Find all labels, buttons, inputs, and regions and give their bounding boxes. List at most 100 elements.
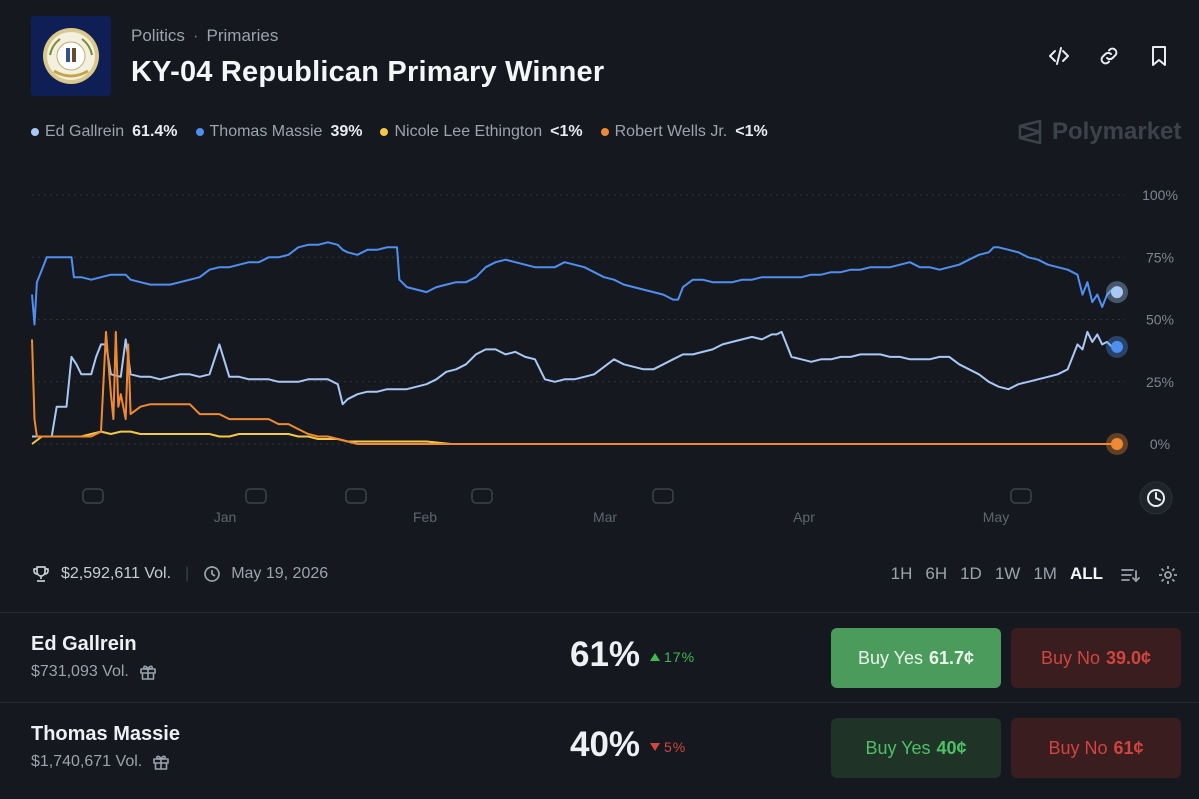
outcome-volume-value: $731,093 Vol. [31, 663, 129, 680]
x-tick-label: Jan [214, 509, 237, 525]
breadcrumb: Politics · Primaries [131, 26, 278, 46]
outcome-change-value: 5% [664, 739, 687, 755]
legend-item-ed-gallrein: Ed Gallrein 61.4% [31, 123, 178, 141]
buy-yes-button[interactable]: Buy Yes 40¢ [831, 718, 1001, 778]
y-tick-label: 0% [1150, 436, 1170, 452]
embed-icon[interactable] [1047, 44, 1071, 68]
buy-no-button[interactable]: Buy No 61¢ [1011, 718, 1181, 778]
chart-legend: Ed Gallrein 61.4% Thomas Massie 39% Nico… [31, 123, 768, 141]
y-tick-label: 100% [1142, 187, 1178, 203]
x-tick-label: May [983, 509, 1009, 525]
brand-name: Polymarket [1052, 118, 1182, 145]
legend-value: 61.4% [132, 123, 178, 140]
outcome-change: 5% [650, 739, 686, 755]
caret-up-icon [650, 653, 660, 661]
outcome-name[interactable]: Thomas Massie [31, 723, 180, 745]
price-history-chart[interactable]: 100% 75% 50% 25% 0% Jan Feb Mar Apr May [0, 180, 1199, 530]
y-tick-label: 75% [1146, 249, 1174, 265]
history-clock-hands [1155, 492, 1161, 501]
legend-item-nicole-lee-ethington: Nicole Lee Ethington <1% [380, 123, 583, 141]
time-range-selector: 1H 6H 1D 1W 1M ALL [891, 564, 1103, 584]
outcome-change: 17% [650, 649, 695, 665]
legend-value: 39% [330, 123, 363, 140]
polymarket-logo-icon [1018, 119, 1042, 145]
y-tick-label: 25% [1146, 374, 1174, 390]
buy-no-price: 39.0¢ [1105, 647, 1152, 668]
legend-dot [195, 128, 204, 136]
chart-tools [1119, 564, 1179, 586]
bookmark-icon[interactable] [1147, 44, 1171, 68]
event-marker-icon [471, 488, 493, 504]
legend-value: <1% [550, 123, 583, 140]
outcome-row-thomas-massie: Thomas Massie $1,740,671 Vol. 40% 5% Buy… [0, 702, 1199, 792]
range-1m[interactable]: 1M [1033, 564, 1057, 583]
outcome-volume: $731,093 Vol. [31, 663, 157, 681]
x-tick-label: Apr [793, 509, 815, 525]
caret-down-icon [650, 743, 660, 751]
breadcrumb-separator: · [192, 26, 199, 45]
event-marker-icon [1010, 488, 1032, 504]
kentucky-seal-icon [31, 16, 111, 96]
outcome-volume-value: $1,740,671 Vol. [31, 753, 143, 770]
legend-dot [380, 128, 389, 136]
range-1d[interactable]: 1D [960, 564, 982, 583]
history-clock-icon [1147, 489, 1165, 507]
x-tick-label: Mar [593, 509, 617, 525]
x-tick-label: Feb [413, 509, 437, 525]
outcome-row-ed-gallrein: Ed Gallrein $731,093 Vol. 61% 17% Buy Ye… [0, 612, 1199, 702]
outcome-change-value: 17% [664, 649, 696, 665]
market-header: Politics · Primaries KY-04 Republican Pr… [31, 16, 1171, 98]
gift-icon[interactable] [139, 663, 157, 681]
legend-value: <1% [735, 123, 768, 140]
buy-no-label: Buy No [1048, 737, 1108, 758]
range-6h[interactable]: 6H [925, 564, 948, 583]
legend-label: Nicole Lee Ethington [394, 123, 543, 140]
header-actions [1047, 44, 1171, 68]
buy-yes-price: 40¢ [936, 737, 967, 758]
legend-label: Robert Wells Jr. [614, 123, 728, 140]
clock-icon [204, 566, 221, 582]
total-volume: $2,592,611 Vol. [61, 565, 172, 582]
polymarket-watermark: Polymarket [1016, 118, 1181, 146]
buy-no-price: 61¢ [1113, 737, 1144, 758]
buy-yes-price: 61.7¢ [929, 647, 975, 668]
buy-no-label: Buy No [1040, 647, 1100, 668]
y-tick-label: 50% [1146, 312, 1174, 328]
trophy-icon [33, 566, 49, 582]
legend-label: Thomas Massie [209, 123, 323, 140]
legend-item-thomas-massie: Thomas Massie 39% [195, 123, 363, 141]
range-1h[interactable]: 1H [890, 564, 913, 583]
series-line-thomas-massie [31, 241, 1118, 326]
end-date: May 19, 2026 [231, 565, 329, 582]
end-marker-dot [1111, 438, 1123, 450]
outcome-name[interactable]: Ed Gallrein [31, 633, 137, 655]
buy-yes-label: Buy Yes [865, 737, 931, 758]
legend-dot [31, 128, 39, 136]
breadcrumb-primaries[interactable]: Primaries [206, 26, 279, 45]
range-all[interactable]: ALL [1069, 564, 1103, 583]
event-marker-icon [82, 488, 104, 504]
end-marker-dot [1111, 340, 1123, 353]
outcome-probability: 61% [570, 635, 641, 674]
series-line-robert-wells-jr- [31, 330, 1117, 445]
legend-dot [600, 128, 609, 136]
series-line-nicole-lee-ethington [31, 430, 1117, 445]
event-marker-icon [245, 488, 267, 504]
buy-yes-button[interactable]: Buy Yes 61.7¢ [831, 628, 1001, 688]
series-line-ed-gallrein [32, 330, 1118, 438]
range-1w[interactable]: 1W [994, 564, 1021, 583]
settings-gear-icon[interactable] [1157, 564, 1179, 586]
page-title: KY-04 Republican Primary Winner [131, 56, 605, 88]
link-icon[interactable] [1097, 44, 1121, 68]
stats-divider: | [185, 565, 190, 582]
legend-label: Ed Gallrein [45, 123, 125, 140]
outcome-probability: 40% [570, 725, 641, 764]
end-marker-dot [1111, 286, 1123, 299]
gift-icon[interactable] [152, 753, 170, 771]
buy-no-button[interactable]: Buy No 39.0¢ [1011, 628, 1181, 688]
breadcrumb-politics[interactable]: Politics [131, 26, 185, 45]
outcome-volume: $1,740,671 Vol. [31, 753, 170, 771]
sort-lines-icon[interactable] [1119, 564, 1141, 586]
event-marker-icon [652, 488, 674, 504]
market-stats: $2,592,611 Vol. | May 19, 2026 [31, 564, 328, 584]
